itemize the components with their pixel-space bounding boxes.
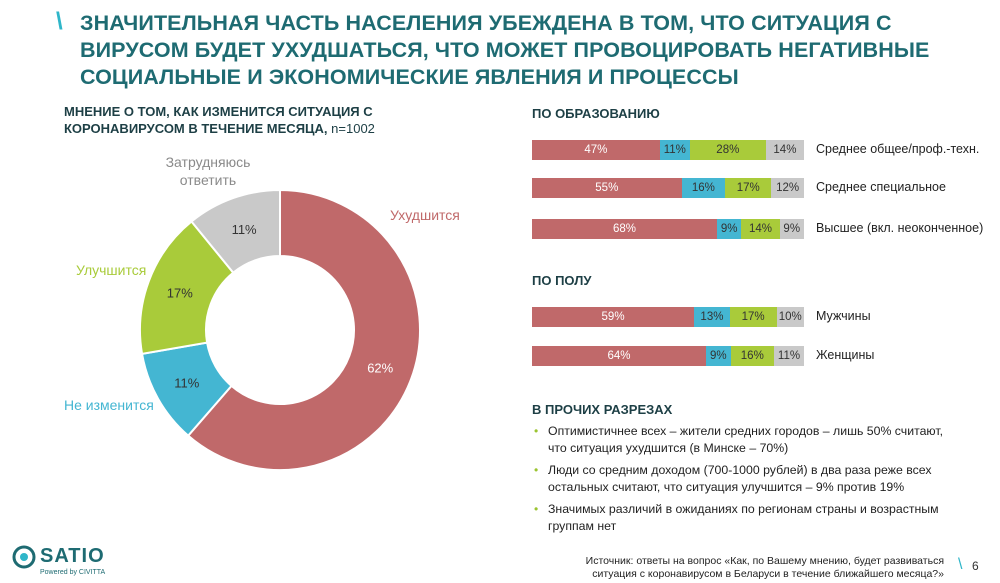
segment-same: 16%	[681, 178, 726, 198]
bullet-dot: •	[534, 502, 539, 516]
bar-category-label: Женщины	[816, 348, 875, 362]
donut-chart-title-text: МНЕНИЕ О ТОМ, КАК ИЗМЕНИТСЯ СИТУАЦИЯ С К…	[64, 104, 373, 136]
bullet-item: • Значимых различий в ожиданиях по регио…	[532, 501, 952, 534]
bar-row: 55% 16% 17% 12%	[532, 178, 804, 198]
value-label-same: 11%	[174, 376, 199, 391]
slice-unsure	[190, 188, 281, 275]
bar-category-label: Высшее (вкл. неоконченное)	[816, 221, 984, 235]
bar-row: 64% 9% 16% 11%	[532, 346, 804, 366]
source-note: Источник: ответы на вопрос «Как, по Ваше…	[585, 555, 944, 580]
bar-category-label: Среднее специальное	[816, 180, 946, 194]
segment-better: 17%	[729, 307, 777, 327]
segment-same: 13%	[694, 307, 730, 327]
slice-better	[139, 220, 235, 355]
segment-unsure: 9%	[779, 219, 804, 239]
value-label-better: 17%	[167, 286, 193, 301]
category-label-unsure-line2: ответить	[180, 172, 236, 188]
value-label-unsure: 11%	[232, 222, 257, 237]
segment-worse: 59%	[532, 307, 695, 327]
bullet-item: • Люди со средним доходом (700-1000 рубл…	[532, 462, 952, 495]
slice-worse	[186, 188, 421, 471]
other-bullets: • Оптимистичнее всех – жители средних го…	[532, 423, 952, 540]
logo-subtext: Powered by CIVITTA	[40, 569, 106, 576]
title-slash: \	[56, 8, 63, 35]
category-label-worse: Ухудшится	[390, 207, 460, 223]
page-number: 6	[972, 559, 979, 573]
segment-better: 17%	[725, 178, 772, 198]
bullet-dot: •	[534, 424, 539, 438]
bullet-text: Люди со средним доходом (700-1000 рублей…	[548, 463, 932, 494]
bullet-item: • Оптимистичнее всех – жители средних го…	[532, 423, 952, 456]
donut-chart-title: МНЕНИЕ О ТОМ, КАК ИЗМЕНИТСЯ СИТУАЦИЯ С К…	[64, 103, 484, 137]
segment-worse: 55%	[532, 178, 682, 198]
segment-unsure: 14%	[765, 140, 804, 160]
segment-better: 28%	[689, 140, 766, 160]
bar-row: 68% 9% 14% 9%	[532, 219, 804, 239]
category-label-same: Не изменится	[64, 397, 154, 413]
segment-worse: 64%	[532, 346, 707, 366]
segment-better: 16%	[730, 346, 775, 366]
bullet-text: Оптимистичнее всех – жители средних горо…	[548, 424, 944, 455]
segment-same: 11%	[659, 140, 690, 160]
value-label-worse: 62%	[367, 360, 393, 375]
segment-unsure: 10%	[776, 307, 804, 327]
page-slash: \	[958, 556, 963, 573]
satio-logo: SATIO Powered by CIVITTA	[12, 545, 105, 576]
bar-category-label: Мужчины	[816, 309, 871, 323]
bar-row: 59% 13% 17% 10%	[532, 307, 804, 327]
sample-size: n=1002	[331, 121, 375, 136]
bar-category-label: Среднее общее/проф.-техн.	[816, 142, 980, 156]
segment-unsure: 12%	[771, 178, 804, 198]
bullet-text: Значимых различий в ожиданиях по региона…	[548, 502, 939, 533]
segment-same: 9%	[706, 346, 731, 366]
segment-worse: 68%	[532, 219, 717, 239]
segment-worse: 47%	[532, 140, 660, 160]
donut-chart: 62% 11% 17% 11% Ухудшится Не изменится Улучшит…	[64, 154, 460, 471]
other-heading: В ПРОЧИХ РАЗРЕЗАХ	[532, 402, 673, 417]
logo-mark-icon	[12, 545, 36, 569]
category-label-unsure-line1: Затрудняюсь	[166, 154, 251, 170]
education-heading: ПО ОБРАЗОВАНИЮ	[532, 106, 660, 121]
category-label-better: Улучшится	[76, 262, 146, 278]
gender-heading: ПО ПОЛУ	[532, 273, 592, 288]
segment-unsure: 11%	[774, 346, 804, 366]
logo-text: SATIO	[40, 545, 105, 567]
segment-same: 9%	[716, 219, 742, 239]
segment-better: 14%	[741, 219, 780, 239]
bar-row: 47% 11% 28% 14%	[532, 140, 804, 160]
page-title: ЗНАЧИТЕЛЬНАЯ ЧАСТЬ НАСЕЛЕНИЯ УБЕЖДЕНА В …	[80, 11, 930, 89]
bullet-dot: •	[534, 463, 539, 477]
